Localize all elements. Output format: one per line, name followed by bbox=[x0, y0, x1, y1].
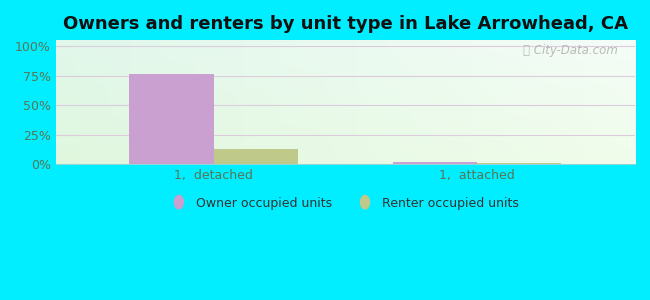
Legend: Owner occupied units, Renter occupied units: Owner occupied units, Renter occupied un… bbox=[172, 197, 519, 210]
Bar bbox=[129, 74, 214, 164]
Bar bbox=[393, 162, 477, 164]
Text: ⓘ City-Data.com: ⓘ City-Data.com bbox=[523, 44, 618, 57]
Bar bbox=[214, 149, 298, 164]
Bar bbox=[477, 163, 562, 164]
Title: Owners and renters by unit type in Lake Arrowhead, CA: Owners and renters by unit type in Lake … bbox=[63, 15, 628, 33]
